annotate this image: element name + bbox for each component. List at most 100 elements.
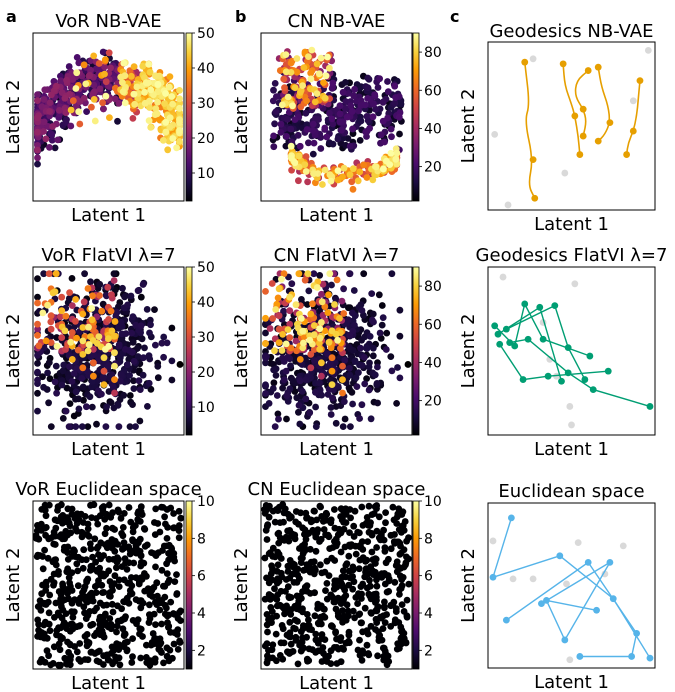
scatter-point — [275, 312, 283, 320]
scatter-point — [368, 548, 376, 556]
scatter-point — [273, 392, 281, 399]
background-points — [489, 537, 627, 664]
colorbar-tick-label: 10 — [197, 494, 215, 510]
scatter-point — [158, 597, 166, 604]
scatter-point — [341, 105, 349, 112]
scatter-point — [40, 634, 48, 642]
scatter-point — [166, 114, 174, 122]
scatter-point — [169, 100, 177, 108]
scatter-point — [47, 312, 55, 320]
colorbar — [185, 32, 193, 202]
scatter-point — [365, 363, 373, 371]
scatter-point — [350, 92, 357, 100]
scatter-point — [309, 300, 316, 308]
scatter-point — [53, 389, 60, 397]
scatter-point — [405, 534, 412, 542]
scatter-point — [128, 329, 136, 337]
scatter-point — [326, 64, 333, 72]
chart-geo_euclid: Euclidean space Latent 1 Latent 2 — [458, 481, 656, 692]
scatter-point — [268, 646, 276, 654]
scatter-point — [262, 526, 270, 534]
scatter-point — [328, 313, 336, 321]
scatter-points — [262, 270, 412, 430]
scatter-point — [309, 150, 317, 158]
scatter-point — [275, 539, 283, 547]
scatter-point — [165, 83, 173, 91]
scatter-point — [53, 342, 61, 350]
scatter-point — [119, 79, 126, 86]
scatter-point — [271, 423, 279, 430]
geodesic-point — [571, 112, 579, 120]
scatter-point — [52, 599, 60, 607]
scatter-point — [173, 571, 180, 578]
x-axis-label: Latent 1 — [71, 673, 146, 692]
axes-frame — [32, 500, 185, 670]
scatter-point — [284, 562, 292, 570]
axes-frame — [487, 266, 656, 436]
scatter-point — [304, 178, 311, 186]
scatter-point — [382, 650, 390, 657]
scatter-point — [307, 69, 315, 77]
scatter-point — [313, 284, 321, 291]
scatter-point — [164, 524, 172, 531]
scatter-point — [104, 283, 112, 291]
geodesic-point — [561, 636, 569, 644]
scatter-point — [282, 51, 290, 58]
scatter-point — [336, 118, 344, 126]
scatter-point — [321, 327, 329, 335]
scatter-point — [287, 344, 295, 352]
scatter-point — [328, 281, 335, 289]
scatter-point — [102, 610, 109, 618]
scatter-point — [341, 586, 349, 594]
geodesic-point — [519, 376, 527, 383]
scatter-point — [357, 83, 364, 91]
scatter-point — [117, 514, 125, 522]
scatter-point — [103, 622, 111, 629]
scatter-point — [303, 633, 310, 641]
scatter-point — [346, 270, 354, 278]
scatter-point — [342, 79, 349, 86]
geodesic-point — [491, 322, 499, 330]
scatter-points — [34, 270, 184, 430]
scatter-point — [66, 90, 73, 98]
scatter-point — [265, 616, 272, 623]
scatter-point — [34, 376, 41, 384]
scatter-point — [283, 133, 290, 140]
scatter-point — [331, 598, 339, 606]
scatter-point — [66, 289, 73, 296]
scatter-point — [318, 391, 325, 399]
scatter-point — [312, 630, 320, 638]
scatter-point — [291, 616, 299, 624]
scatter-point — [291, 116, 299, 123]
scatter-point — [124, 301, 131, 309]
scatter-point — [99, 48, 107, 56]
scatter-point — [79, 519, 87, 526]
scatter-point — [358, 595, 365, 602]
scatter-point — [349, 125, 356, 133]
scatter-point — [284, 353, 292, 361]
scatter-point — [176, 138, 183, 145]
scatter-point — [96, 292, 103, 299]
scatter-point — [48, 131, 56, 138]
scatter-point — [305, 287, 313, 295]
scatter-point — [310, 346, 318, 353]
scatter-point — [336, 315, 343, 322]
scatter-point — [125, 559, 133, 567]
scatter-point — [42, 524, 50, 531]
scatter-point — [312, 533, 320, 541]
chart-title: CN FlatVI λ=7 — [274, 245, 400, 266]
scatter-point — [64, 549, 71, 556]
scatter-point — [342, 616, 350, 624]
chart-vor_nbvae: VoR NB-VAE Latent 1 Latent 2 10 20 30 40 50 — [3, 11, 215, 226]
scatter-point — [339, 567, 347, 575]
scatter-points — [32, 501, 185, 669]
scatter-point — [73, 54, 81, 61]
scatter-point — [329, 140, 337, 148]
scatter-point — [63, 625, 71, 632]
scatter-point — [303, 530, 311, 538]
scatter-point — [382, 559, 390, 567]
scatter-point — [349, 400, 356, 408]
scatter-point — [52, 270, 60, 278]
scatter-point — [377, 334, 385, 342]
scatter-point — [39, 581, 46, 589]
